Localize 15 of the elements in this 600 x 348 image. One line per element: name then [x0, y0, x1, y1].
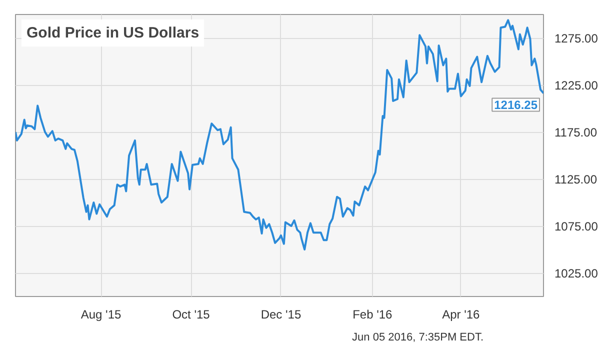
y-tick-label: 1175.00	[554, 126, 598, 140]
x-tick-label: Feb '16	[352, 308, 393, 322]
y-tick-label: 1125.00	[554, 172, 598, 186]
x-tick-label: Apr '16	[442, 308, 480, 322]
text: Gold Price in US Dollars	[26, 24, 200, 42]
y-tick-label: 1025.00	[554, 266, 598, 280]
text: Jun 05 2016, 7:35PM EDT.	[352, 332, 484, 344]
line-series	[16, 19, 544, 250]
y-tick-label: 1275.00	[554, 32, 598, 46]
y-tick-label: 1225.00	[554, 78, 598, 92]
annotation: 1216.25	[494, 98, 538, 112]
x-tick-label: Aug '15	[80, 308, 122, 322]
y-tick-label: 1075.00	[554, 220, 598, 234]
x-tick-label: Oct '15	[172, 308, 210, 322]
x-tick-label: Dec '15	[260, 308, 302, 322]
